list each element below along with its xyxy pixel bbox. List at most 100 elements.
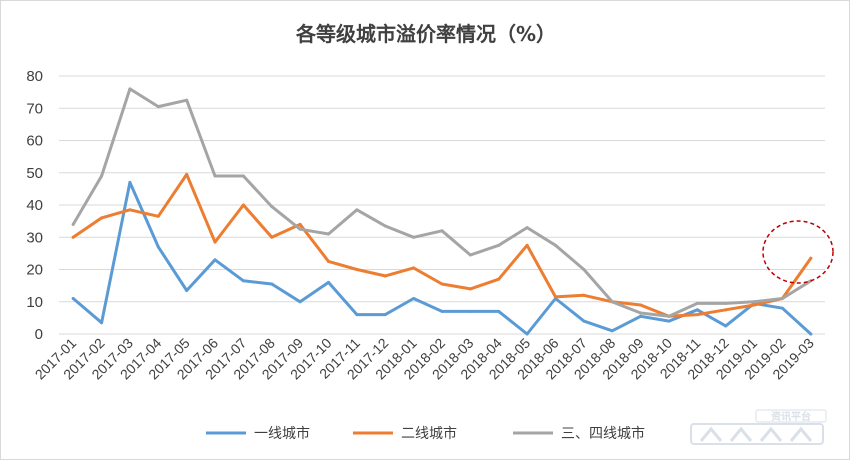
- data-point: [525, 226, 529, 230]
- y-tick-label: 10: [26, 294, 43, 311]
- data-point: [412, 266, 416, 270]
- data-point: [440, 309, 444, 313]
- data-point: [610, 329, 614, 333]
- y-tick-label: 20: [26, 262, 43, 279]
- data-point: [71, 297, 75, 301]
- data-point: [241, 203, 245, 207]
- data-point: [128, 87, 132, 91]
- y-tick-label: 50: [26, 165, 43, 182]
- data-point: [327, 280, 331, 284]
- data-point: [128, 208, 132, 212]
- series-line-3: [71, 87, 813, 318]
- data-point: [582, 293, 586, 297]
- watermark-text: 资讯平台: [771, 410, 811, 423]
- data-point: [327, 259, 331, 263]
- data-point: [497, 309, 501, 313]
- data-point: [639, 314, 643, 318]
- data-point: [724, 301, 728, 305]
- data-point: [525, 332, 529, 336]
- data-point: [213, 258, 217, 262]
- data-point: [497, 243, 501, 247]
- data-point: [100, 216, 104, 220]
- x-axis-ticks: 2017-012017-022017-032017-042017-052017-…: [32, 335, 817, 383]
- y-tick-label: 70: [26, 100, 43, 117]
- data-point: [270, 235, 274, 239]
- data-point: [497, 277, 501, 281]
- data-point: [440, 229, 444, 233]
- grid-lines: [59, 75, 825, 335]
- data-point: [412, 297, 416, 301]
- data-point: [639, 303, 643, 307]
- data-point: [383, 274, 387, 278]
- data-point: [468, 309, 472, 313]
- data-point: [185, 288, 189, 292]
- y-tick-label: 60: [26, 133, 43, 150]
- data-point: [468, 253, 472, 257]
- data-point: [355, 268, 359, 271]
- legend-label: 二线城市: [401, 425, 457, 442]
- data-point: [667, 319, 671, 323]
- data-point: [582, 319, 586, 323]
- series-lines: [71, 87, 813, 336]
- legend-label: 一线城市: [254, 425, 310, 442]
- y-tick-label: 0: [35, 326, 43, 343]
- data-point: [553, 295, 557, 299]
- data-point: [327, 232, 331, 236]
- data-point: [752, 300, 756, 304]
- data-point: [610, 300, 614, 304]
- data-point: [355, 313, 359, 317]
- data-point: [695, 313, 699, 317]
- data-point: [468, 287, 472, 291]
- data-point: [298, 222, 302, 226]
- chart-title: 各等级城市溢价率情况（%）: [295, 22, 556, 46]
- data-point: [100, 321, 104, 325]
- data-point: [724, 324, 728, 328]
- data-point: [780, 297, 784, 301]
- data-point: [213, 240, 217, 244]
- data-point: [724, 308, 728, 312]
- data-point: [412, 235, 416, 239]
- data-point: [525, 243, 529, 247]
- data-point: [809, 332, 813, 336]
- data-point: [213, 174, 217, 178]
- data-point: [695, 308, 699, 312]
- data-point: [71, 235, 75, 239]
- data-point: [809, 256, 813, 260]
- data-point: [667, 314, 671, 318]
- data-point: [383, 224, 387, 228]
- data-point: [553, 243, 557, 247]
- data-point: [270, 282, 274, 286]
- data-point: [298, 300, 302, 304]
- y-tick-label: 30: [26, 229, 43, 246]
- data-point: [298, 227, 302, 231]
- data-point: [695, 301, 699, 305]
- data-point: [355, 208, 359, 212]
- data-point: [156, 105, 160, 109]
- data-point: [780, 306, 784, 310]
- legend-label: 三、四线城市: [561, 425, 645, 442]
- data-point: [270, 205, 274, 209]
- highlight-circle: [762, 220, 834, 284]
- data-point: [185, 172, 189, 176]
- y-tick-label: 40: [26, 197, 43, 214]
- watermark-logo: 资讯平台: [690, 409, 827, 445]
- legend: 一线城市 二线城市 三、四线城市: [206, 425, 645, 442]
- house-watermark-icon: [690, 423, 824, 445]
- data-point: [185, 98, 189, 102]
- data-point: [241, 279, 245, 283]
- data-point: [156, 245, 160, 249]
- series-line-2: [71, 172, 813, 318]
- data-point: [71, 222, 75, 226]
- y-axis-ticks: 0 10 20 30 40 50 60 70 80: [26, 68, 43, 343]
- data-point: [100, 174, 104, 178]
- data-point: [582, 268, 586, 271]
- y-tick-label: 80: [26, 68, 43, 85]
- data-point: [639, 311, 643, 315]
- data-point: [241, 174, 245, 178]
- data-point: [440, 282, 444, 286]
- data-point: [752, 303, 756, 307]
- data-point: [383, 313, 387, 317]
- data-point: [156, 214, 160, 218]
